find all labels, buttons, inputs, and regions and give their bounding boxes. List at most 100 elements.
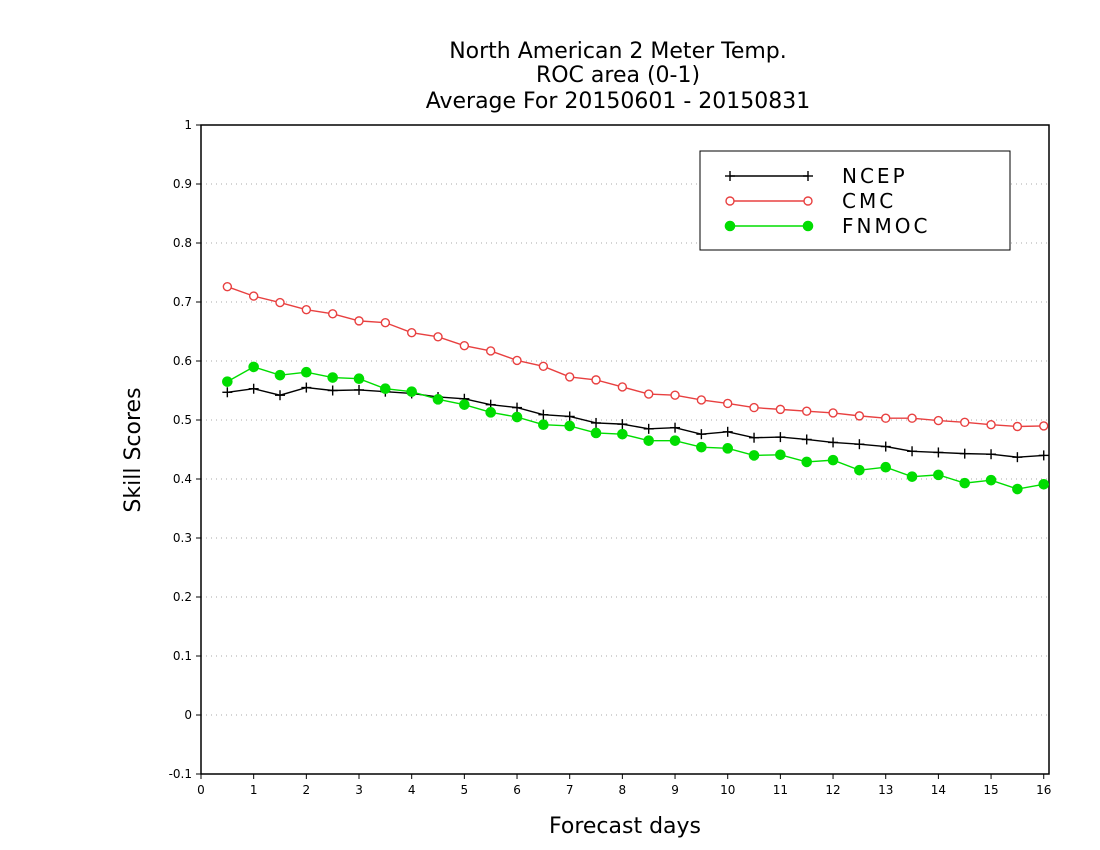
series-ncep [222, 382, 1049, 463]
ncep-point [907, 446, 918, 457]
fnmoc-point [406, 386, 417, 397]
x-tick-label: 12 [825, 783, 840, 797]
ncep-point [617, 419, 628, 430]
y-tick-label: 0.7 [173, 295, 192, 309]
x-tick-label: 4 [408, 783, 416, 797]
cmc-point [406, 327, 417, 338]
ncep-point [538, 409, 549, 420]
ncep-point [696, 429, 707, 440]
ncep-point [959, 448, 970, 459]
cmc-point [802, 406, 812, 416]
x-tick-label: 0 [197, 783, 205, 797]
ncep-line [227, 386, 1044, 458]
fnmoc-point [617, 428, 628, 440]
cmc-point [723, 398, 733, 409]
fnmoc-line [226, 366, 1044, 490]
fnmoc-point [274, 369, 286, 381]
chart-subtitle-1: ROC area (0-1) [536, 63, 700, 88]
ncep-point [248, 383, 259, 394]
series-fnmoc [222, 361, 1050, 495]
ncep-point [880, 441, 891, 452]
cmc-point [591, 375, 601, 385]
legend-item-cmc: CMC [725, 189, 896, 213]
legend-marker [803, 196, 813, 206]
fnmoc-point [459, 399, 470, 410]
cmc-point [617, 382, 628, 392]
ncep-point [775, 432, 786, 443]
y-tick-label: 0.3 [173, 531, 192, 545]
cmc-point [1039, 421, 1049, 431]
cmc-point [301, 304, 312, 315]
legend-label: NCEP [842, 164, 908, 188]
cmc-point [907, 413, 917, 423]
ncep-point [354, 384, 365, 395]
fnmoc-point [775, 449, 786, 461]
ncep-point [670, 422, 681, 433]
ncep-point [986, 449, 997, 460]
x-tick-label: 6 [513, 783, 521, 797]
ncep-point [643, 423, 654, 434]
fnmoc-point [985, 474, 997, 486]
cmc-point [275, 297, 285, 308]
plot-frame [200, 124, 1050, 775]
cmc-point [564, 372, 575, 382]
cmc-point [644, 389, 654, 399]
x-tick-label: 11 [773, 783, 788, 797]
legend-marker [725, 196, 735, 206]
x-tick-label: 7 [566, 783, 574, 797]
ncep-point [275, 390, 286, 401]
fnmoc-point [643, 435, 655, 446]
fnmoc-point [353, 373, 365, 385]
fnmoc-point [880, 461, 892, 473]
y-tick-label: 0.1 [173, 649, 192, 663]
x-tick-label: 5 [461, 783, 469, 797]
cmc-point [828, 408, 838, 418]
fnmoc-point [669, 435, 681, 446]
legend-marker [724, 220, 736, 232]
legend-item-fnmoc: FNMOC [724, 214, 927, 238]
ncep-point [801, 434, 812, 445]
y-tick-label: 0.8 [173, 236, 192, 250]
legend-marker [802, 220, 814, 232]
y-tick-label: 0.9 [173, 177, 192, 191]
cmc-point [881, 413, 891, 423]
cmc-point [1012, 421, 1023, 432]
cmc-point [327, 309, 338, 319]
ncep-point [1012, 452, 1023, 463]
fnmoc-point [327, 372, 338, 383]
fnmoc-point [801, 456, 813, 468]
y-tick-label: 0.2 [173, 590, 192, 604]
ncep-point [327, 385, 338, 396]
cmc-point [960, 417, 970, 428]
fnmoc-point [906, 471, 918, 482]
ncep-point [1038, 450, 1049, 461]
fnmoc-point [538, 419, 549, 431]
fnmoc-point [301, 366, 312, 378]
y-tick-label: 0.5 [173, 413, 192, 427]
cmc-point [512, 355, 522, 366]
cmc-line [227, 286, 1044, 428]
x-axis-label: Forecast days [549, 814, 701, 839]
x-tick-label: 10 [720, 783, 735, 797]
fnmoc-point [222, 376, 233, 387]
fnmoc-point [511, 411, 523, 423]
ncep-point [749, 432, 760, 443]
legend-marker [725, 171, 735, 181]
cmc-point [986, 420, 996, 430]
axis-ticks: -0.100.10.20.30.40.50.60.70.80.910 1 2 3 4 5 6… [169, 118, 1052, 797]
y-axis-label: Skill Scores [121, 387, 146, 512]
cmc-point [248, 291, 259, 301]
ncep-point [828, 437, 839, 448]
ncep-point [222, 387, 233, 398]
ncep-point [591, 417, 602, 428]
y-tick-label: 1 [184, 118, 192, 132]
cmc-point [775, 404, 786, 415]
y-tick-label: -0.1 [169, 767, 192, 781]
cmc-point [854, 411, 865, 421]
fnmoc-point [748, 450, 760, 461]
legend-label: CMC [842, 189, 896, 213]
ncep-point [933, 447, 944, 458]
cmc-point [459, 340, 470, 351]
series-cmc [222, 281, 1049, 432]
